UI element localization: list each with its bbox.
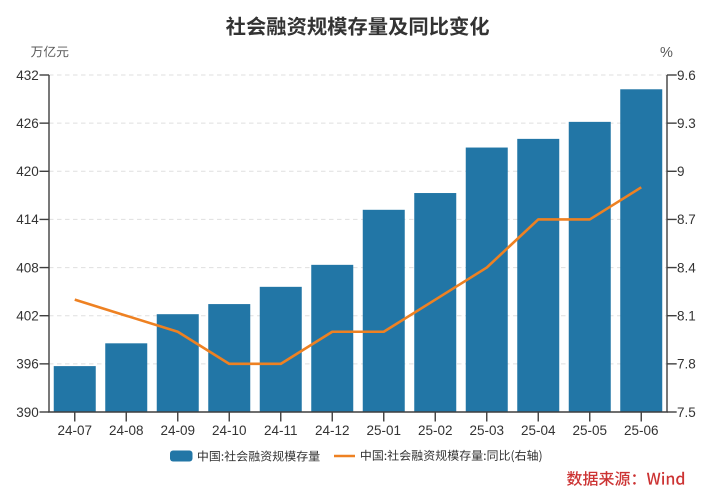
- svg-text:8.7: 8.7: [677, 212, 696, 227]
- svg-text:9: 9: [677, 164, 685, 179]
- svg-text:432: 432: [16, 68, 39, 83]
- svg-text:8.4: 8.4: [677, 260, 696, 275]
- svg-text:24-09: 24-09: [160, 423, 195, 438]
- svg-text:25-02: 25-02: [418, 423, 453, 438]
- svg-text:7.5: 7.5: [677, 405, 696, 420]
- svg-text:24-07: 24-07: [57, 423, 92, 438]
- svg-text:9.3: 9.3: [677, 116, 696, 131]
- svg-text:8.1: 8.1: [677, 309, 696, 324]
- svg-text:25-05: 25-05: [572, 423, 607, 438]
- svg-text:%: %: [660, 45, 673, 61]
- svg-text:420: 420: [16, 164, 39, 179]
- svg-text:24-10: 24-10: [212, 423, 247, 438]
- svg-text:390: 390: [16, 405, 39, 420]
- svg-text:24-12: 24-12: [315, 423, 350, 438]
- svg-text:7.8: 7.8: [677, 357, 696, 372]
- svg-text:25-03: 25-03: [469, 423, 504, 438]
- svg-text:396: 396: [16, 357, 39, 372]
- svg-text:9.6: 9.6: [677, 68, 696, 83]
- svg-text:426: 426: [16, 116, 39, 131]
- svg-text:414: 414: [16, 212, 39, 227]
- svg-text:408: 408: [16, 260, 39, 275]
- svg-text:24-11: 24-11: [264, 423, 298, 438]
- svg-text:25-01: 25-01: [366, 423, 401, 438]
- svg-text:25-04: 25-04: [521, 423, 556, 438]
- svg-text:25-06: 25-06: [624, 423, 659, 438]
- svg-text:24-08: 24-08: [109, 423, 144, 438]
- svg-text:402: 402: [16, 309, 39, 324]
